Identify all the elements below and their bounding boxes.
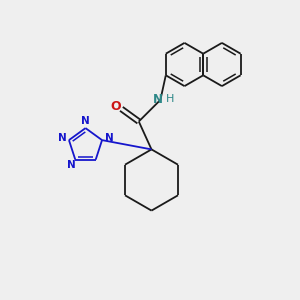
Text: N: N	[58, 133, 67, 143]
Text: H: H	[166, 94, 174, 104]
Text: N: N	[81, 116, 90, 126]
Text: N: N	[104, 133, 113, 143]
Text: N: N	[153, 93, 163, 106]
Text: O: O	[111, 100, 121, 113]
Text: N: N	[67, 160, 75, 170]
